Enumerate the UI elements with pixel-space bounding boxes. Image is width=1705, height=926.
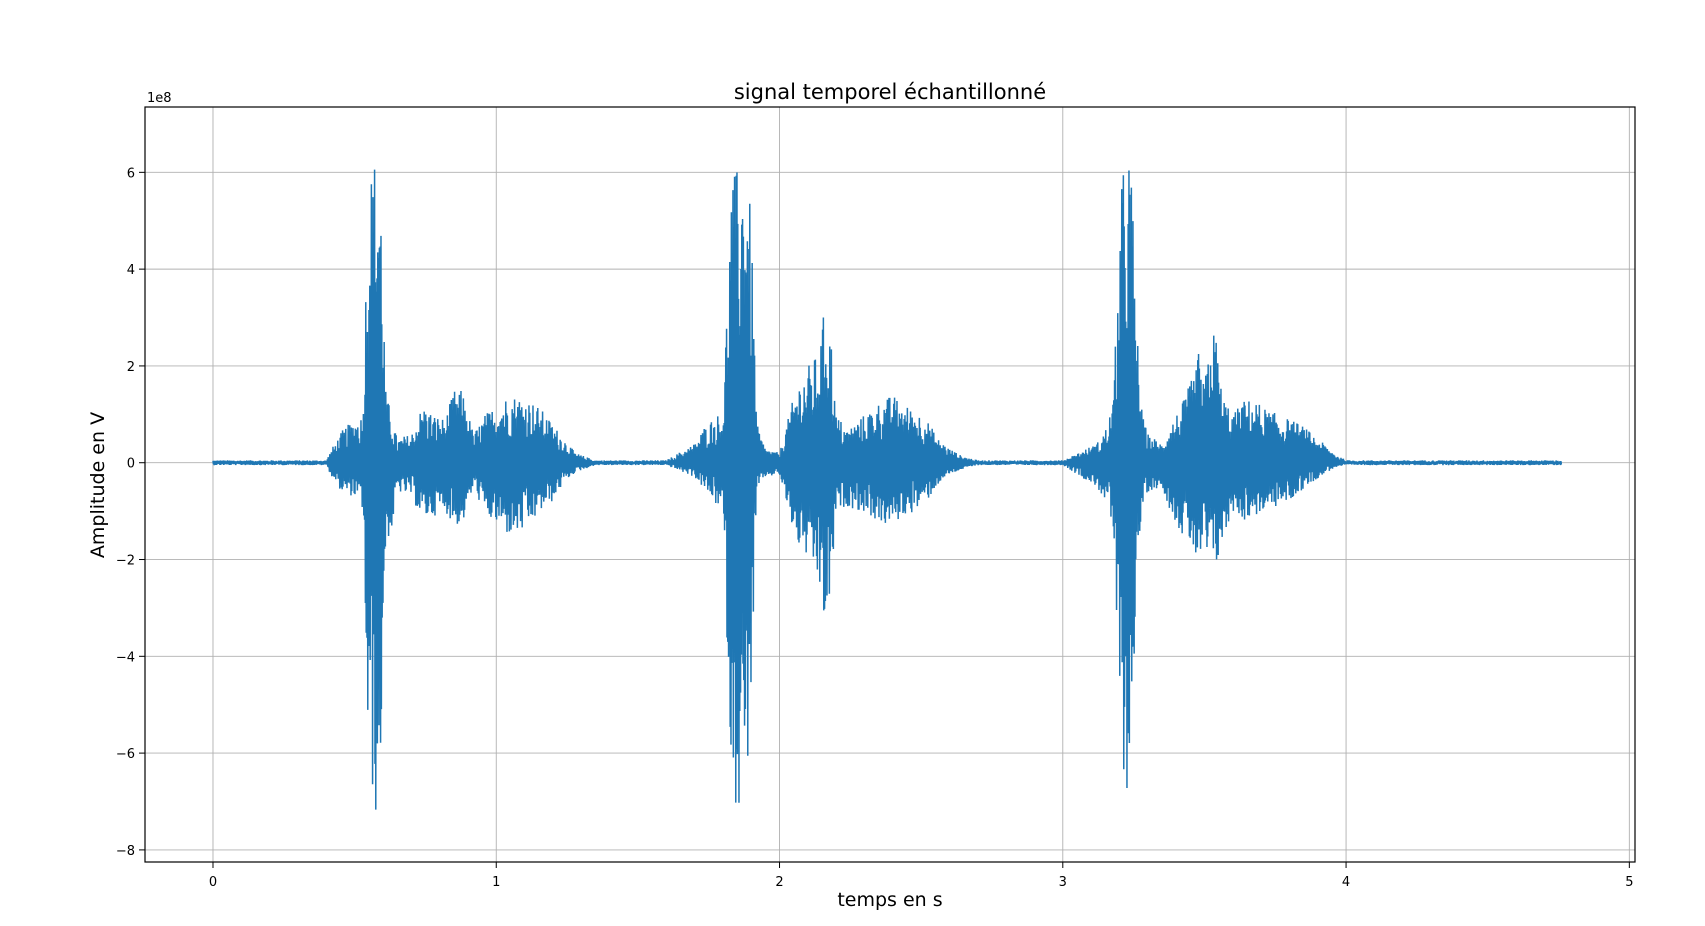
y-tick-label: −8	[116, 844, 135, 859]
y-tick-label: 6	[127, 166, 135, 181]
x-tick-label: 4	[1342, 875, 1350, 890]
signal-line	[212, 169, 1563, 810]
chart-title: signal temporel échantillonné	[734, 80, 1046, 104]
y-tick-label: −6	[116, 747, 135, 762]
x-axis-ticks: 0 1 2 3 4 5	[209, 862, 1633, 890]
y-tick-label: 4	[127, 263, 135, 278]
x-tick-label: 1	[492, 875, 500, 890]
x-tick-label: 0	[209, 875, 217, 890]
plot-frame	[144, 106, 1636, 863]
y-tick-label: −4	[116, 650, 135, 665]
y-tick-label: −2	[116, 554, 135, 569]
x-tick-label: 5	[1625, 875, 1633, 890]
y-axis-label: Amplitude en V	[87, 412, 109, 558]
x-tick-label: 3	[1059, 875, 1067, 890]
series-layer	[212, 169, 1563, 810]
y-tick-label: 0	[127, 457, 135, 472]
y-axis-ticks: −8 −6 −4 −2 0 2 4 6	[116, 166, 145, 859]
y-offset-label: 1e8	[147, 91, 172, 106]
x-tick-label: 2	[775, 875, 783, 890]
y-tick-label: 2	[127, 360, 135, 375]
x-axis-label: temps en s	[837, 889, 942, 911]
